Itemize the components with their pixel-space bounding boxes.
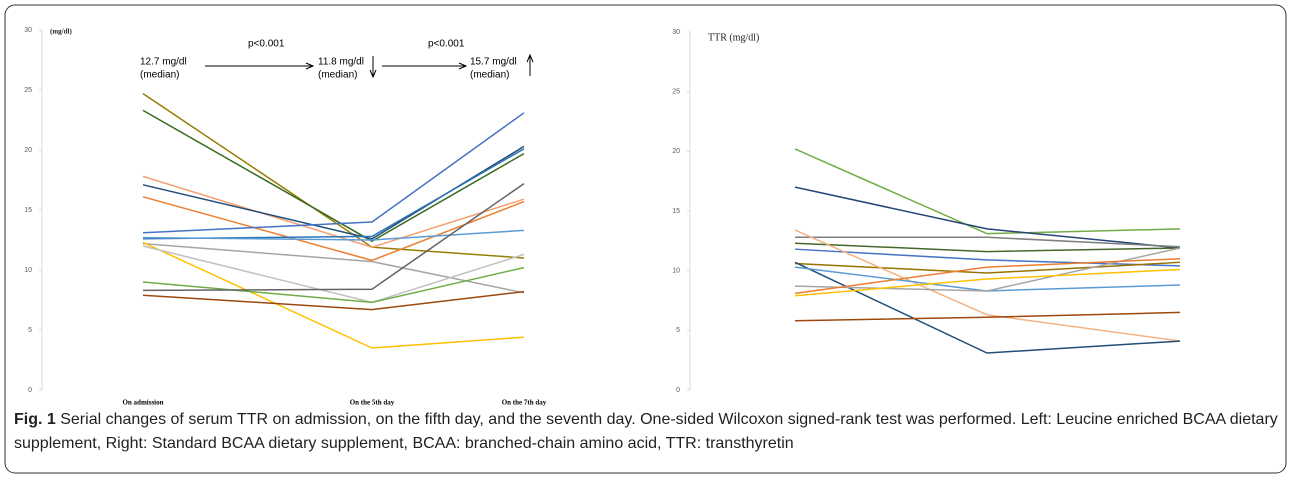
y-tick-label: 0 [676, 387, 680, 394]
y-tick-label: 20 [672, 148, 680, 155]
annotation-arrows [205, 53, 534, 79]
series-line [142, 241, 525, 349]
series-line [142, 182, 525, 292]
series-line [142, 266, 525, 304]
y-tick-label: 25 [672, 89, 680, 96]
y-tick-label: 0 [28, 387, 32, 394]
annotation: (median) [140, 70, 179, 81]
y-axis-label: TTR (mg/dl) [708, 32, 759, 43]
series-line [142, 145, 525, 240]
series-line [794, 261, 1181, 274]
y-tick-label: 30 [24, 27, 32, 34]
series-line [794, 247, 1181, 292]
series-line [142, 290, 525, 311]
series-line [794, 148, 1181, 235]
annotation: p<0.001 [428, 39, 465, 50]
caption-text: Serial changes of serum TTR on admission… [14, 411, 1278, 452]
series-line [794, 186, 1181, 249]
annotation: p<0.001 [248, 39, 285, 50]
x-tick-label: On the 5th day [350, 399, 395, 407]
caption: Fig. 1 Serial changes of serum TTR on ad… [14, 408, 1284, 456]
y-tick-label: 15 [672, 208, 680, 215]
series-line [794, 229, 1181, 342]
x-tick-label: On admission [122, 399, 163, 407]
series-line [795, 236, 1181, 248]
y-tick-label: 15 [24, 207, 32, 214]
y-tick-label: 10 [672, 268, 680, 275]
series-line [142, 112, 525, 234]
series-line [142, 175, 525, 248]
y-axis-label: (mg/dl) [50, 28, 72, 36]
annotation: (median) [318, 70, 357, 81]
y-tick-label: 5 [28, 327, 32, 334]
series-line [794, 242, 1181, 253]
y-tick-label: 30 [672, 29, 680, 36]
annotation: (median) [470, 70, 509, 81]
series-line [794, 311, 1181, 322]
annotation: 12.7 mg/dl [140, 57, 187, 68]
series-line [142, 229, 525, 241]
series-line [142, 196, 525, 262]
series-line [142, 109, 525, 243]
series-line [794, 248, 1181, 267]
series-line [794, 268, 1181, 297]
y-tick-label: 20 [24, 147, 32, 154]
x-tick-label: On the 7th day [502, 399, 547, 407]
series-line [794, 261, 1181, 354]
y-tick-label: 10 [24, 267, 32, 274]
y-tick-label: 25 [24, 87, 32, 94]
y-tick-label: 5 [676, 327, 680, 334]
annotation: 11.8 mg/dl [318, 57, 364, 68]
annotation: 15.7 mg/dl [470, 57, 517, 68]
caption-label: Fig. 1 [14, 411, 56, 428]
series-line [142, 242, 525, 294]
frame [4, 4, 1287, 474]
series-line [794, 257, 1181, 295]
